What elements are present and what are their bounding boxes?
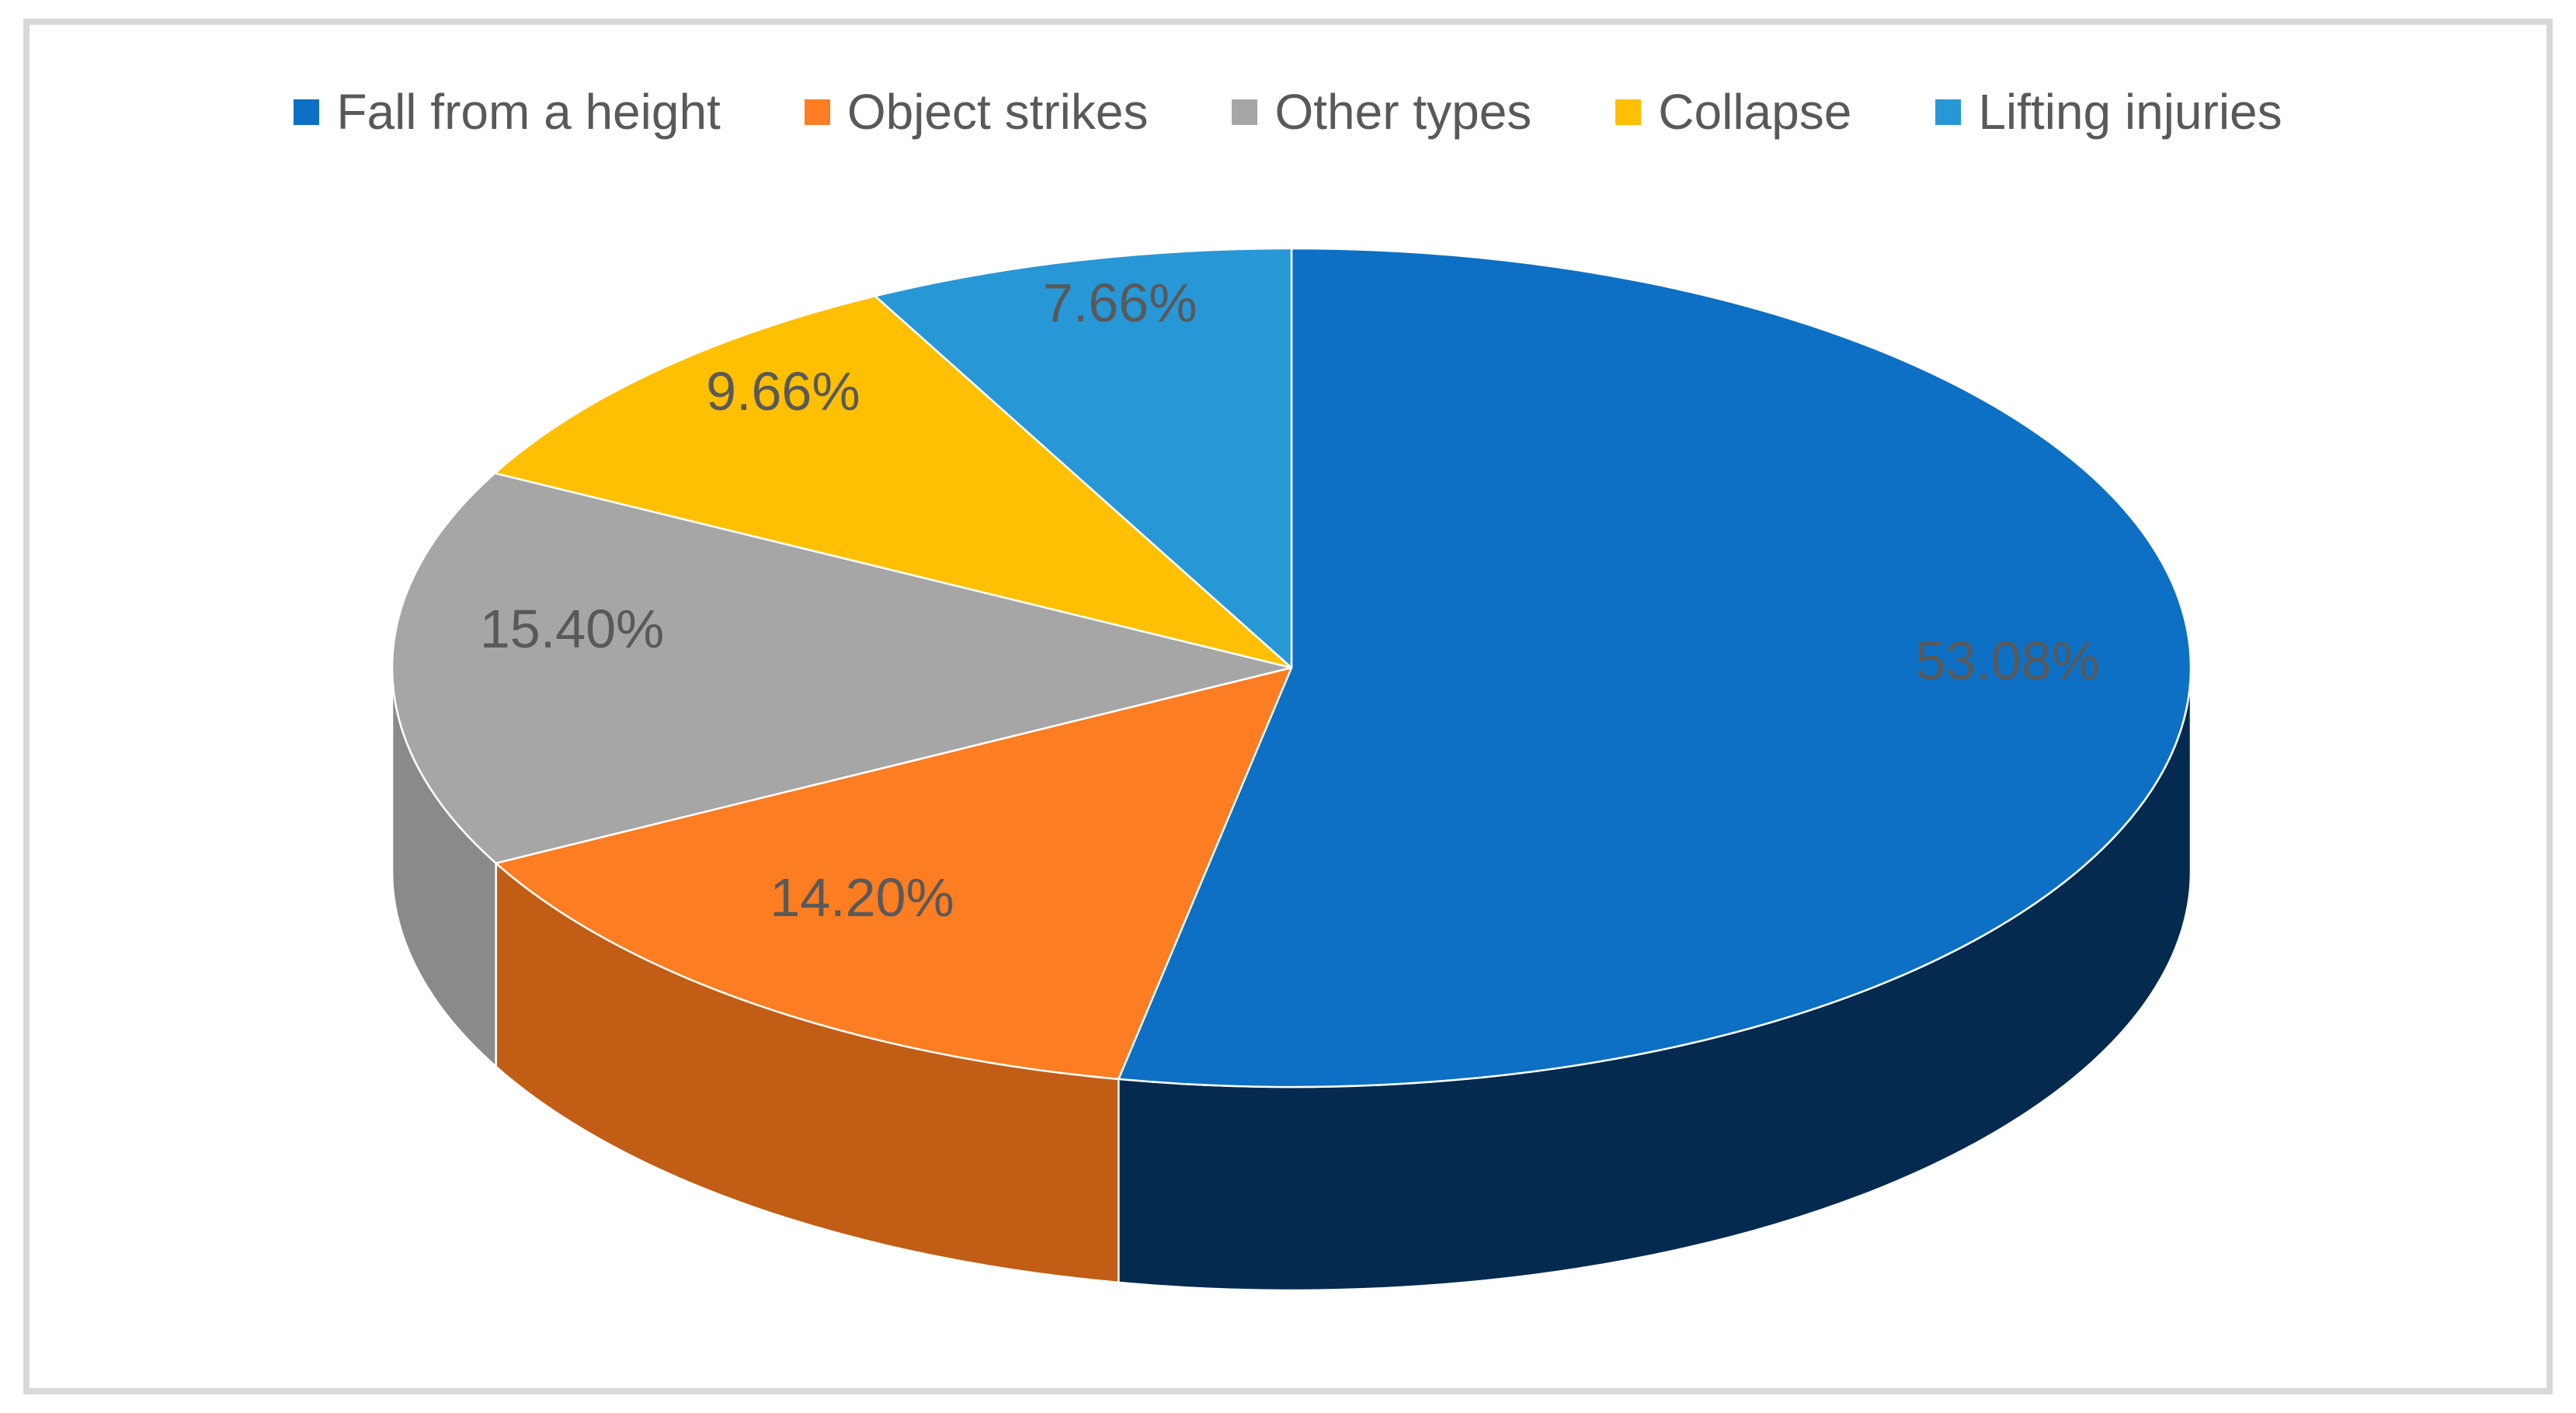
pie-slice-collapse (493, 295, 1293, 669)
legend-label: Object strikes (846, 84, 1149, 140)
chart-legend: Fall from a height Object strikes Other … (0, 87, 2576, 137)
legend-label: Other types (1274, 84, 1532, 140)
legend-swatch-other-types (1232, 99, 1258, 125)
legend-swatch-lifting-injuries (1935, 99, 1962, 125)
pie-slice-fall-from-a-height (1118, 247, 2192, 1088)
legend-item-lifting-injuries: Lifting injuries (1935, 87, 2282, 137)
data-label-fall-from-a-height: 53.08% (1915, 630, 2099, 691)
legend-label: Fall from a height (336, 84, 721, 140)
data-label-collapse: 9.66% (706, 361, 860, 422)
legend-swatch-object-strikes (804, 99, 830, 125)
pie-slice-lifting-injuries (874, 247, 1293, 669)
data-label-other-types: 15.40% (480, 599, 664, 659)
legend-swatch-fall-from-a-height (294, 99, 320, 125)
pie-slice-other-types (391, 472, 1293, 865)
legend-item-fall-from-a-height: Fall from a height (294, 84, 721, 140)
data-label-lifting-injuries: 7.66% (1043, 273, 1197, 333)
legend-swatch-collapse (1615, 99, 1642, 125)
legend-item-other-types: Other types (1232, 87, 1531, 137)
legend-label: Collapse (1658, 84, 1852, 140)
legend-label: Lifting injuries (1978, 84, 2282, 140)
legend-item-object-strikes: Object strikes (804, 84, 1149, 140)
data-label-object-strikes: 14.20% (770, 867, 954, 928)
legend-item-collapse: Collapse (1615, 87, 1851, 137)
pie-slice-object-strikes (495, 666, 1293, 1081)
